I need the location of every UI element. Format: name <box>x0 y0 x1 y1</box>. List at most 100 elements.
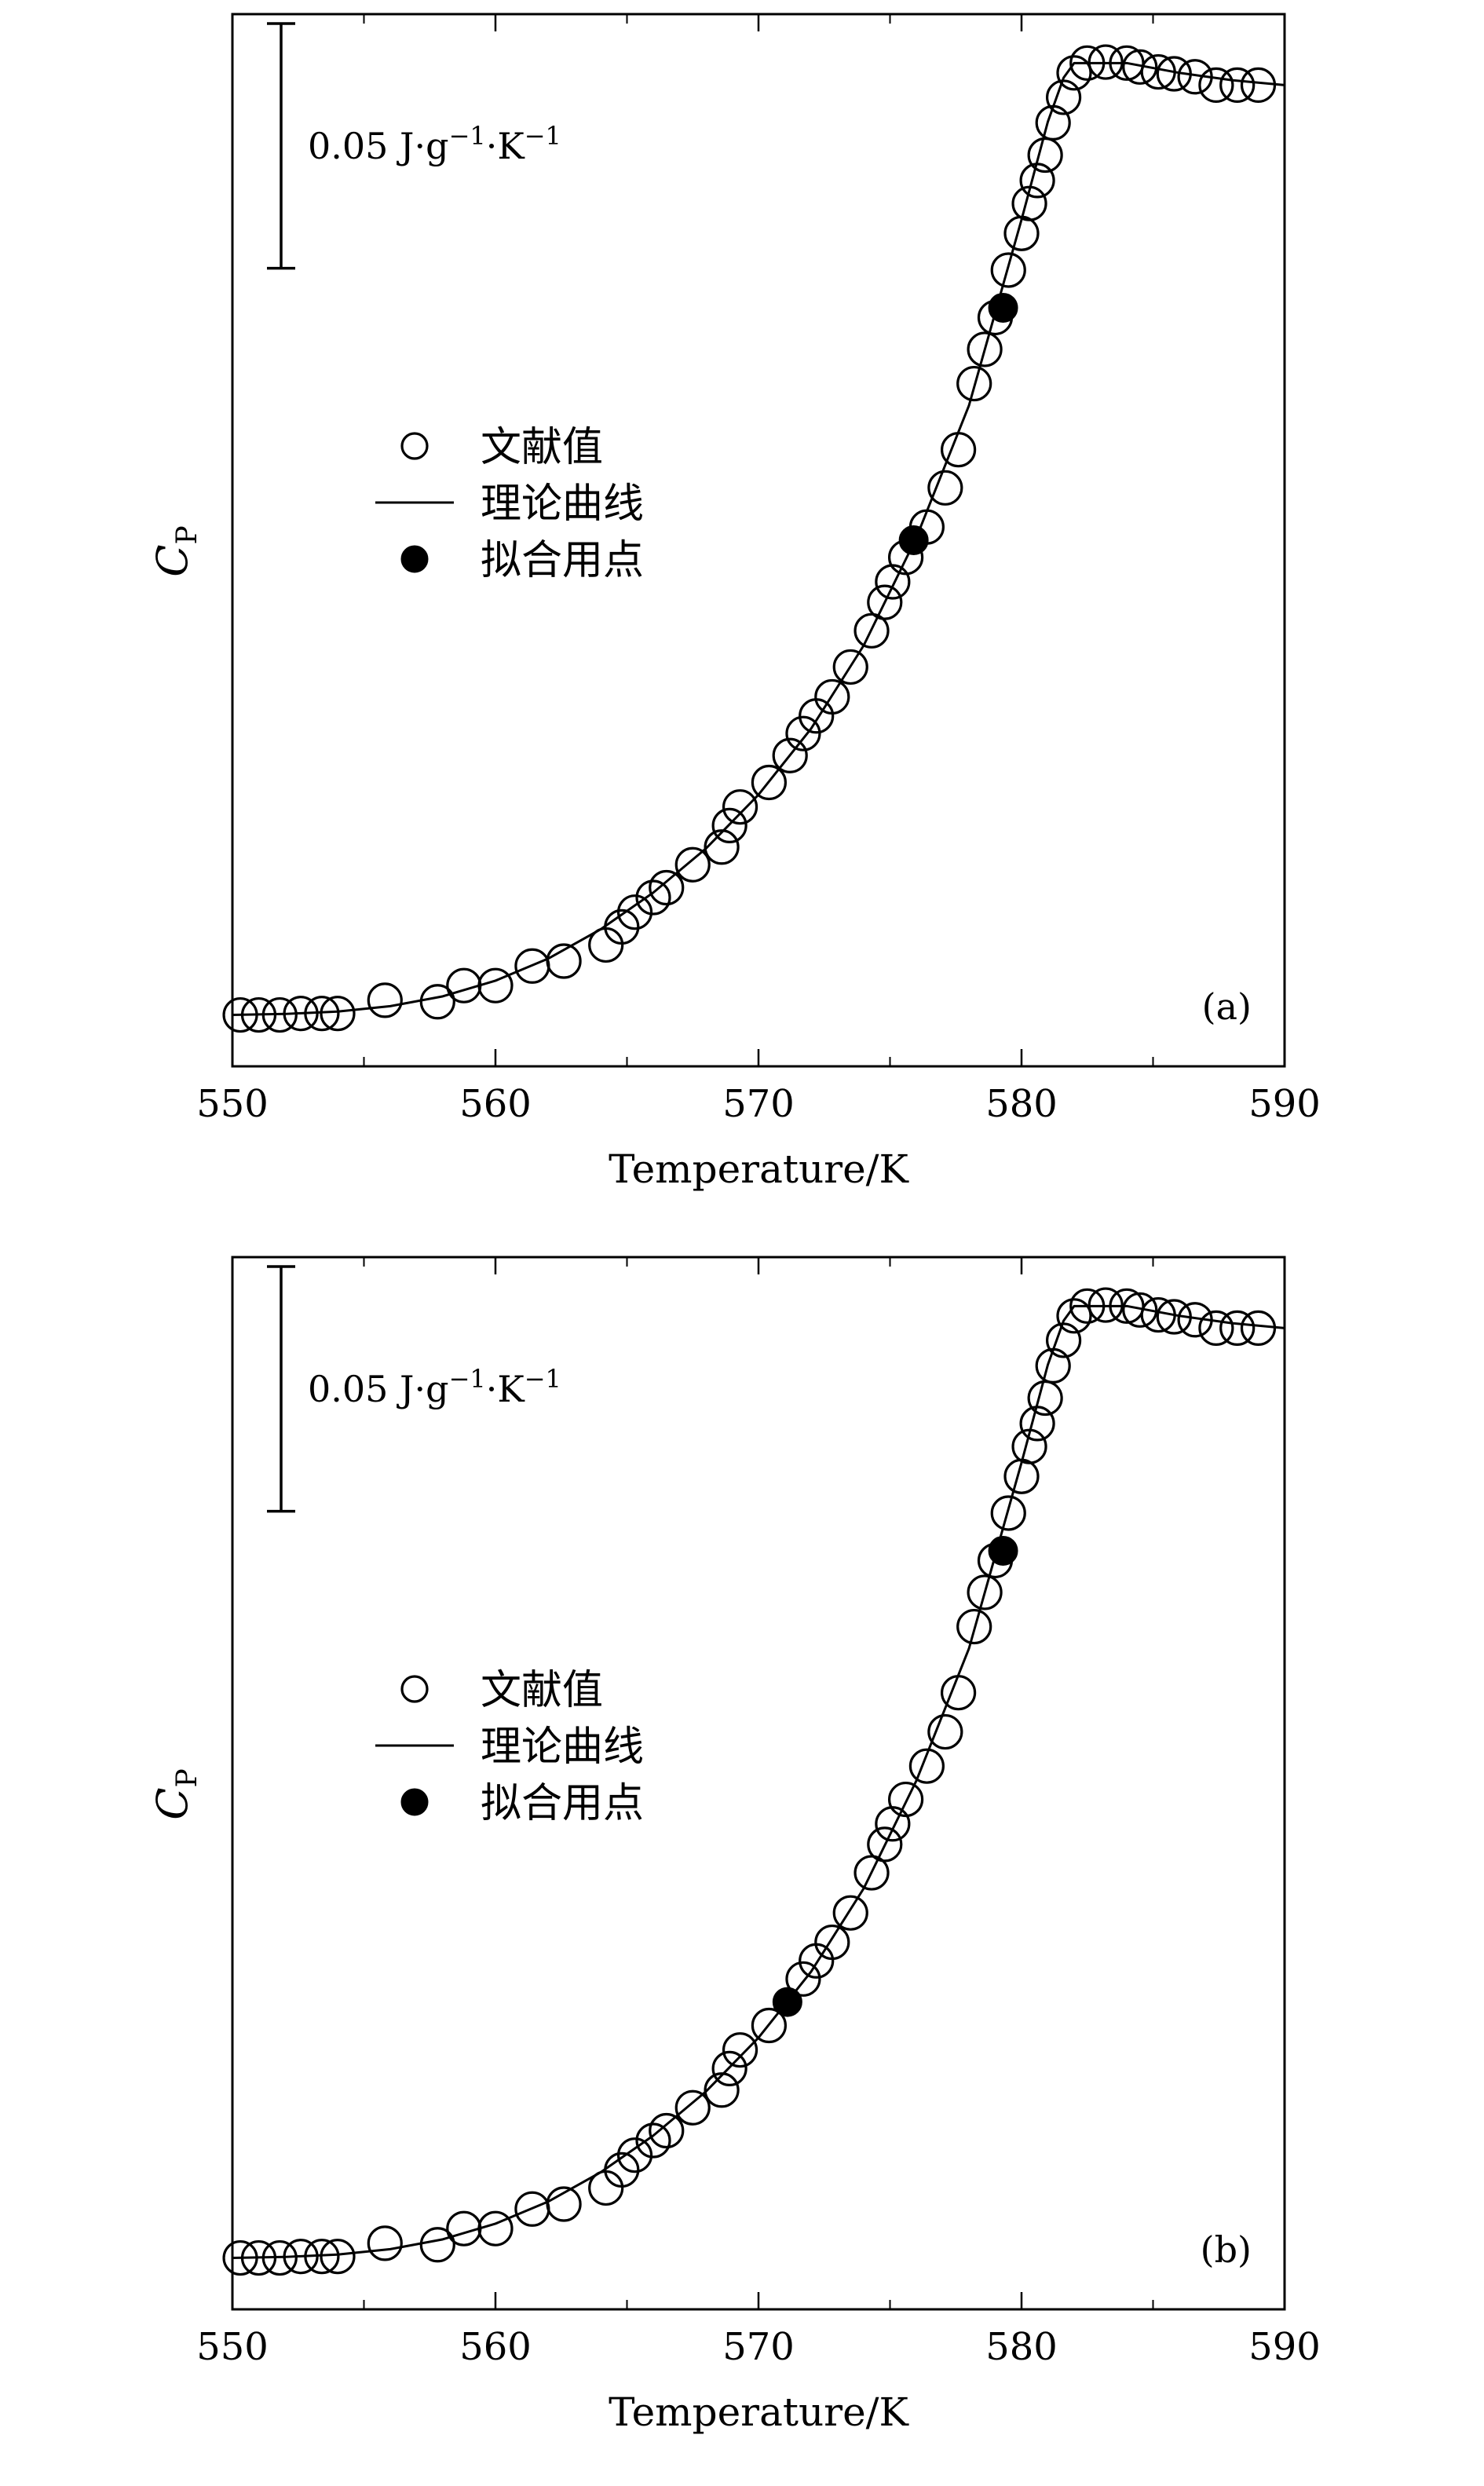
x-tick-label: 580 <box>985 2325 1058 2369</box>
scale-bar-label-main: 0.05 J·g <box>308 1368 449 1410</box>
data-point-open <box>649 2112 685 2149</box>
data-point-open <box>867 1826 903 1863</box>
data-point-open <box>261 2239 298 2276</box>
data-point-open <box>240 2239 277 2276</box>
scale-bar <box>267 1265 295 1513</box>
data-point-open <box>604 908 640 945</box>
data-point-open <box>772 737 808 773</box>
legend-marker-open-circle <box>400 1675 429 1703</box>
data-point-open <box>1122 49 1158 85</box>
data-point-open <box>1069 1288 1106 1324</box>
data-point-open <box>1198 67 1234 103</box>
scale-bar-label-exp1: −1 <box>449 1364 486 1394</box>
x-tick-label: 570 <box>722 1082 795 1126</box>
data-point-open <box>261 996 298 1033</box>
scale-bar-label-mid: ·K <box>486 1368 526 1410</box>
x-tick-label: 580 <box>985 1082 1058 1126</box>
data-point-open <box>367 2225 403 2261</box>
data-point-open <box>1219 1310 1256 1346</box>
data-point-open <box>1140 1296 1176 1333</box>
data-point-open <box>1045 1322 1082 1358</box>
data-point-open <box>477 2210 514 2247</box>
data-point-open <box>1122 1292 1158 1328</box>
data-point-open <box>1156 56 1192 92</box>
legend-marker-filled-circle <box>400 545 429 573</box>
data-point-open <box>832 1895 868 1931</box>
data-point-open <box>908 1748 945 1784</box>
legend-label: 文献值 <box>481 1667 603 1714</box>
data-point-open <box>1087 44 1124 80</box>
data-point-open <box>240 996 277 1033</box>
data-point-open <box>1198 1310 1234 1346</box>
data-point-open <box>990 1495 1026 1531</box>
x-tick-label: 560 <box>459 1082 532 1126</box>
y-axis-title: CP <box>148 1768 203 1820</box>
data-point-open <box>1019 1406 1055 1442</box>
data-point-open <box>649 869 685 906</box>
data-point-open <box>616 2137 653 2173</box>
scale-bar-label-exp2: −1 <box>525 121 561 151</box>
data-point-open <box>304 2239 340 2275</box>
data-point-open <box>956 365 992 402</box>
panel-label: (a) <box>1202 985 1252 1028</box>
data-point-open <box>304 996 340 1032</box>
scale-bar-label: 0.05 J·g−1·K−1 <box>308 121 561 167</box>
y-axis-title-sub: P <box>171 525 203 544</box>
data-point-open <box>832 649 868 685</box>
data-point-open <box>446 967 482 1004</box>
data-point-open <box>875 564 911 600</box>
data-point-open <box>1087 1287 1124 1323</box>
data-point-open <box>222 996 258 1033</box>
data-point-open <box>546 943 582 979</box>
data-point-filled <box>898 525 929 555</box>
open-circle-series <box>222 44 1277 1033</box>
data-point-open <box>940 1675 977 1711</box>
theory-curve-line <box>232 1304 1285 2260</box>
legend-label: 拟合用点 <box>481 1780 644 1827</box>
data-point-open <box>867 584 903 620</box>
data-point-open <box>546 2186 582 2222</box>
filled-circle-series <box>898 292 1018 555</box>
open-circle-series <box>222 1287 1277 2276</box>
data-point-open <box>635 879 671 916</box>
chart-panel-b: 550 560 570 580 590 Temperature/K CP 0.05 J·g−1… <box>0 1243 1484 2486</box>
data-point-open <box>1219 67 1256 103</box>
y-axis-title-sub: P <box>171 1768 203 1787</box>
data-point-open <box>940 432 977 468</box>
data-point-open <box>283 996 319 1032</box>
x-axis-ticks <box>231 1257 1286 2309</box>
legend-label: 文献值 <box>481 424 603 471</box>
data-point-open <box>616 894 653 930</box>
data-point-open <box>635 2122 671 2159</box>
data-point-open <box>722 2032 758 2068</box>
data-point-open <box>814 1924 850 1961</box>
x-tick-label: 560 <box>459 2325 532 2369</box>
plot-frame <box>231 13 1286 1068</box>
data-point-open <box>604 2151 640 2188</box>
x-axis-ticks <box>231 14 1286 1066</box>
data-point-open <box>1019 163 1055 199</box>
data-point-open <box>222 2239 258 2276</box>
data-point-filled <box>772 1987 802 2017</box>
data-point-open <box>674 846 711 883</box>
data-point-open <box>785 1961 821 1997</box>
x-axis-title: Temperature/K <box>609 1146 909 1192</box>
data-point-open <box>1140 53 1176 90</box>
data-point-open <box>1177 1302 1213 1338</box>
data-point-open <box>419 984 455 1020</box>
scale-bar-label-exp1: −1 <box>449 121 486 151</box>
data-point-open <box>967 1574 1003 1610</box>
data-point-open <box>1011 185 1047 221</box>
data-point-open <box>814 678 850 715</box>
plot-frame <box>231 1256 1286 2311</box>
data-point-open <box>1056 55 1092 91</box>
data-point-open <box>320 996 356 1032</box>
data-point-filled <box>988 1535 1018 1566</box>
data-point-open <box>751 2007 788 2044</box>
data-point-open <box>419 2227 455 2263</box>
legend-marker-open-circle <box>400 432 429 460</box>
legend-label: 理论曲线 <box>481 481 644 528</box>
